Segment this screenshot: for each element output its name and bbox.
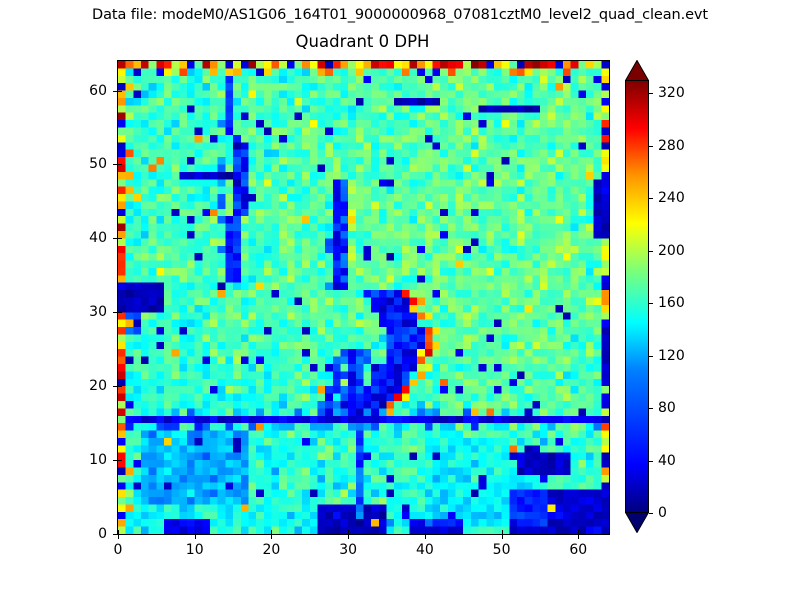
x-tick-mark <box>118 535 119 539</box>
y-tick-label: 0 <box>98 526 107 542</box>
colorbar-tick-label: 160 <box>658 295 685 312</box>
y-tick-mark <box>113 386 117 388</box>
colorbar-tick-mark <box>649 145 653 147</box>
x-tick-mark <box>501 535 503 539</box>
colorbar-tick-mark <box>649 513 653 514</box>
colorbar-gradient <box>625 80 649 513</box>
x-tick-mark-inner <box>194 530 196 534</box>
y-tick-label: 20 <box>89 378 107 395</box>
y-tick-label: 60 <box>89 82 107 99</box>
y-tick-label: 40 <box>89 230 107 247</box>
colorbar-tick-label: 0 <box>658 505 667 521</box>
x-tick-label: 20 <box>262 542 281 558</box>
y-tick-mark-inner <box>118 164 122 166</box>
x-tick-mark-inner <box>271 530 273 534</box>
colorbar-tick-mark <box>649 93 653 95</box>
colorbar-extend-max-arrow <box>625 60 649 81</box>
colorbar-tick-mark <box>649 355 653 357</box>
colorbar-tick-label: 240 <box>658 190 685 207</box>
y-tick-mark <box>113 312 117 314</box>
y-tick-label: 50 <box>89 156 107 173</box>
colorbar-tick-mark <box>649 460 653 462</box>
colorbar-tick-label: 320 <box>658 85 685 102</box>
x-tick-label: 0 <box>113 542 123 558</box>
x-tick-label: 60 <box>569 542 588 558</box>
x-tick-mark <box>578 535 580 539</box>
x-tick-label: 40 <box>415 542 434 558</box>
colorbar-extend-min-arrow <box>625 512 649 533</box>
colorbar-tick-label: 120 <box>658 347 685 364</box>
colorbar-tick-mark <box>649 303 653 305</box>
y-tick-mark-inner <box>118 238 122 240</box>
colorbar-tick-label: 280 <box>658 137 685 154</box>
x-tick-mark <box>424 535 426 539</box>
colorbar-tick-mark <box>649 250 653 252</box>
x-tick-label: 50 <box>492 542 511 558</box>
x-tick-mark <box>271 535 273 539</box>
colorbar-tick-mark <box>649 198 653 200</box>
x-tick-mark-inner <box>424 530 426 534</box>
y-tick-mark-inner <box>118 460 122 462</box>
y-tick-mark-inner <box>118 90 122 92</box>
x-tick-label: 10 <box>185 542 204 558</box>
colorbar-tick-label: 40 <box>658 452 676 469</box>
data-file-label: Data file: modeM0/AS1G06_164T01_90000009… <box>92 7 708 23</box>
y-tick-label: 10 <box>89 452 107 469</box>
page-title: Quadrant 0 DPH <box>295 32 430 51</box>
y-tick-mark-inner <box>118 386 122 388</box>
y-tick-mark <box>113 238 117 240</box>
heatmap-image[interactable] <box>118 61 609 534</box>
y-tick-mark <box>113 534 117 535</box>
colorbar-tick-label: 200 <box>658 242 685 259</box>
x-tick-mark <box>194 535 196 539</box>
colorbar-tick-label: 80 <box>658 400 676 417</box>
y-tick-mark <box>113 164 117 166</box>
colorbar[interactable]: 0 40 80 120 160 200 240 280 320 <box>625 60 685 533</box>
heatmap-axes[interactable]: 0 10 20 30 40 50 60 0 10 20 30 40 50 60 <box>89 60 610 558</box>
y-tick-mark <box>113 460 117 462</box>
x-tick-mark <box>348 535 350 539</box>
x-tick-mark-inner <box>118 530 119 534</box>
x-tick-mark-inner <box>578 530 580 534</box>
x-tick-label: 30 <box>339 542 358 558</box>
y-tick-mark <box>113 90 117 92</box>
colorbar-tick-mark <box>649 408 653 410</box>
y-tick-mark-inner <box>118 312 122 314</box>
y-tick-mark-inner <box>118 534 122 535</box>
x-tick-mark-inner <box>348 530 350 534</box>
x-tick-mark-inner <box>501 530 503 534</box>
y-tick-label: 30 <box>89 304 107 321</box>
